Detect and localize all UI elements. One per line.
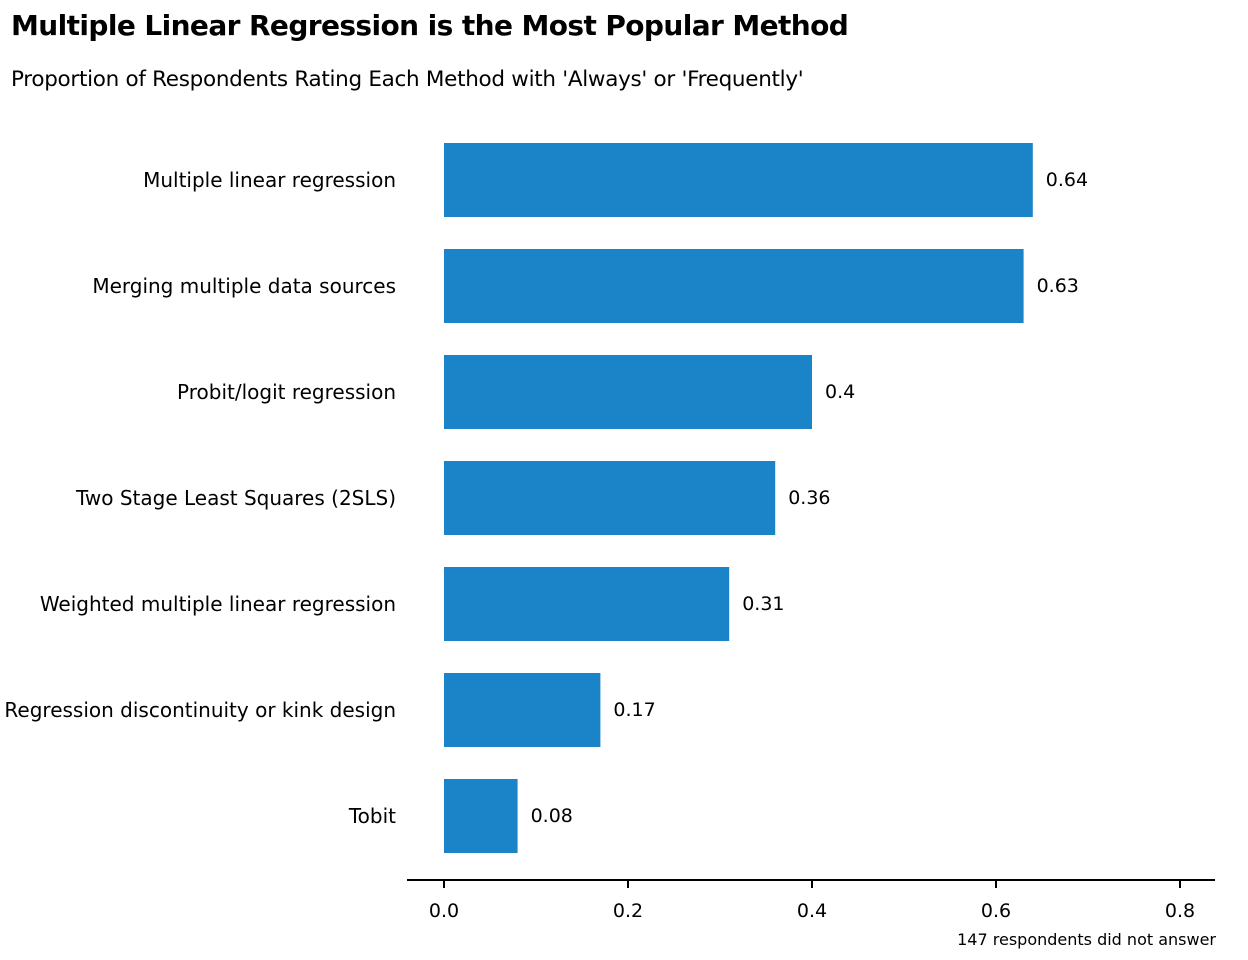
data-label: 0.08: [531, 805, 573, 827]
data-label: 0.36: [788, 487, 830, 509]
chart-title: Multiple Linear Regression is the Most P…: [11, 9, 849, 42]
category-label: Weighted multiple linear regression: [40, 592, 396, 616]
data-label: 0.63: [1037, 275, 1079, 297]
data-label: 0.17: [613, 699, 655, 721]
bar: [444, 355, 812, 429]
x-axis: 0.0 0.2 0.4 0.6 0.8: [407, 879, 1215, 922]
data-label: 0.31: [742, 593, 784, 615]
chart-subtitle: Proportion of Respondents Rating Each Me…: [11, 67, 804, 92]
bar: [444, 673, 601, 747]
x-tick-label: 0.0: [429, 900, 459, 922]
category-label: Merging multiple data sources: [92, 274, 396, 298]
bar: [444, 567, 730, 641]
category-label: Tobit: [348, 804, 396, 828]
category-label: Probit/logit regression: [177, 380, 396, 404]
data-label: 0.64: [1046, 169, 1088, 191]
bars-group: Multiple linear regression 0.64 Merging mu…: [4, 143, 1088, 853]
category-label: Regression discontinuity or kink design: [4, 698, 396, 722]
x-tick-label: 0.8: [1165, 900, 1195, 922]
chart-caption: 147 respondents did not answer: [957, 930, 1216, 949]
category-label: Two Stage Least Squares (2SLS): [75, 486, 396, 510]
data-label: 0.4: [825, 381, 855, 403]
bar: [444, 461, 776, 535]
bar: [444, 143, 1033, 217]
x-tick-label: 0.6: [981, 900, 1011, 922]
x-tick-label: 0.2: [613, 900, 643, 922]
bar: [444, 779, 518, 853]
x-tick-label: 0.4: [797, 900, 827, 922]
bar: [444, 249, 1024, 323]
category-label: Multiple linear regression: [143, 168, 396, 192]
